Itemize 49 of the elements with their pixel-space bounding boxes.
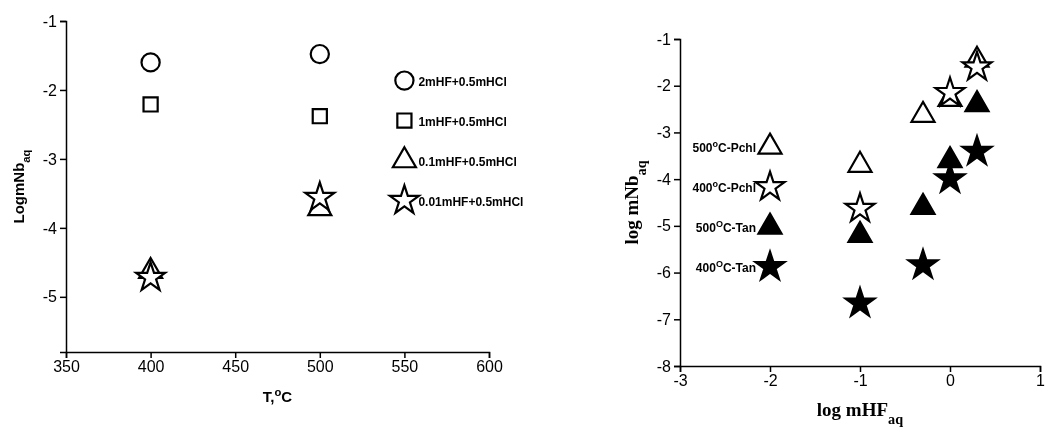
point: [142, 96, 159, 113]
x-tick-label: 550: [391, 358, 419, 376]
y-tick-label: -6: [656, 264, 672, 282]
point: [311, 107, 328, 125]
y-tick-label: -4: [656, 170, 672, 188]
y-tick-label: -5: [42, 288, 58, 306]
y-tick-label: -3: [42, 150, 58, 168]
legend-label: 2mHF+0.5mHCl: [418, 74, 507, 89]
point: [905, 246, 941, 281]
point: [910, 192, 936, 215]
y-tick-label: -2: [656, 77, 672, 95]
point: [964, 89, 990, 113]
y-tick-label: -1: [656, 30, 672, 48]
legend-label: 400$^{O}$C-Tan: [695, 258, 756, 275]
x-tick-label: -1: [853, 372, 868, 390]
legend-label: 500$^{o}$C-Pchl: [692, 138, 756, 155]
point: [844, 192, 876, 222]
y-tick-label: -2: [42, 81, 58, 99]
x-tick-label: 0: [946, 372, 956, 390]
x-tick-label: 500: [306, 358, 334, 376]
x-axis-title: T,$^{o}$C: [262, 386, 293, 405]
y-tick-label: -4: [42, 219, 58, 237]
y-tick-label: -8: [656, 357, 672, 375]
point: [847, 220, 873, 243]
y-tick-label: -1: [42, 12, 58, 30]
legend-label: 500$^{O}$C-Tan: [695, 218, 756, 235]
point: [133, 260, 169, 293]
x-tick-label: 450: [222, 358, 250, 376]
point: [961, 135, 993, 165]
x-tick-label: 400: [137, 358, 165, 376]
y-tick-label: -3: [656, 124, 672, 142]
x-tick-label: -2: [763, 372, 778, 390]
point: [937, 146, 963, 169]
legend-label: 1mHF+0.5mHCl: [418, 114, 507, 129]
point: [847, 150, 873, 173]
x-axis-title: log mHF$_{aq}$: [816, 399, 904, 427]
point: [140, 52, 161, 73]
y-tick-label: -7: [656, 310, 672, 328]
legend-label: 400$^{o}$C-Pchl: [692, 178, 756, 195]
y-tick-label: -5: [656, 217, 672, 235]
x-tick-label: -3: [673, 372, 688, 390]
point: [910, 100, 936, 123]
point: [302, 179, 338, 213]
x-tick-label: 600: [476, 358, 503, 376]
legend-label: 0.1mHF+0.5mHCl: [418, 154, 517, 169]
point: [309, 43, 330, 65]
x-tick-label: 350: [53, 358, 80, 376]
legend-label: 0.01mHF+0.5mHCl: [418, 194, 524, 209]
x-tick-label: 1: [1036, 372, 1046, 390]
